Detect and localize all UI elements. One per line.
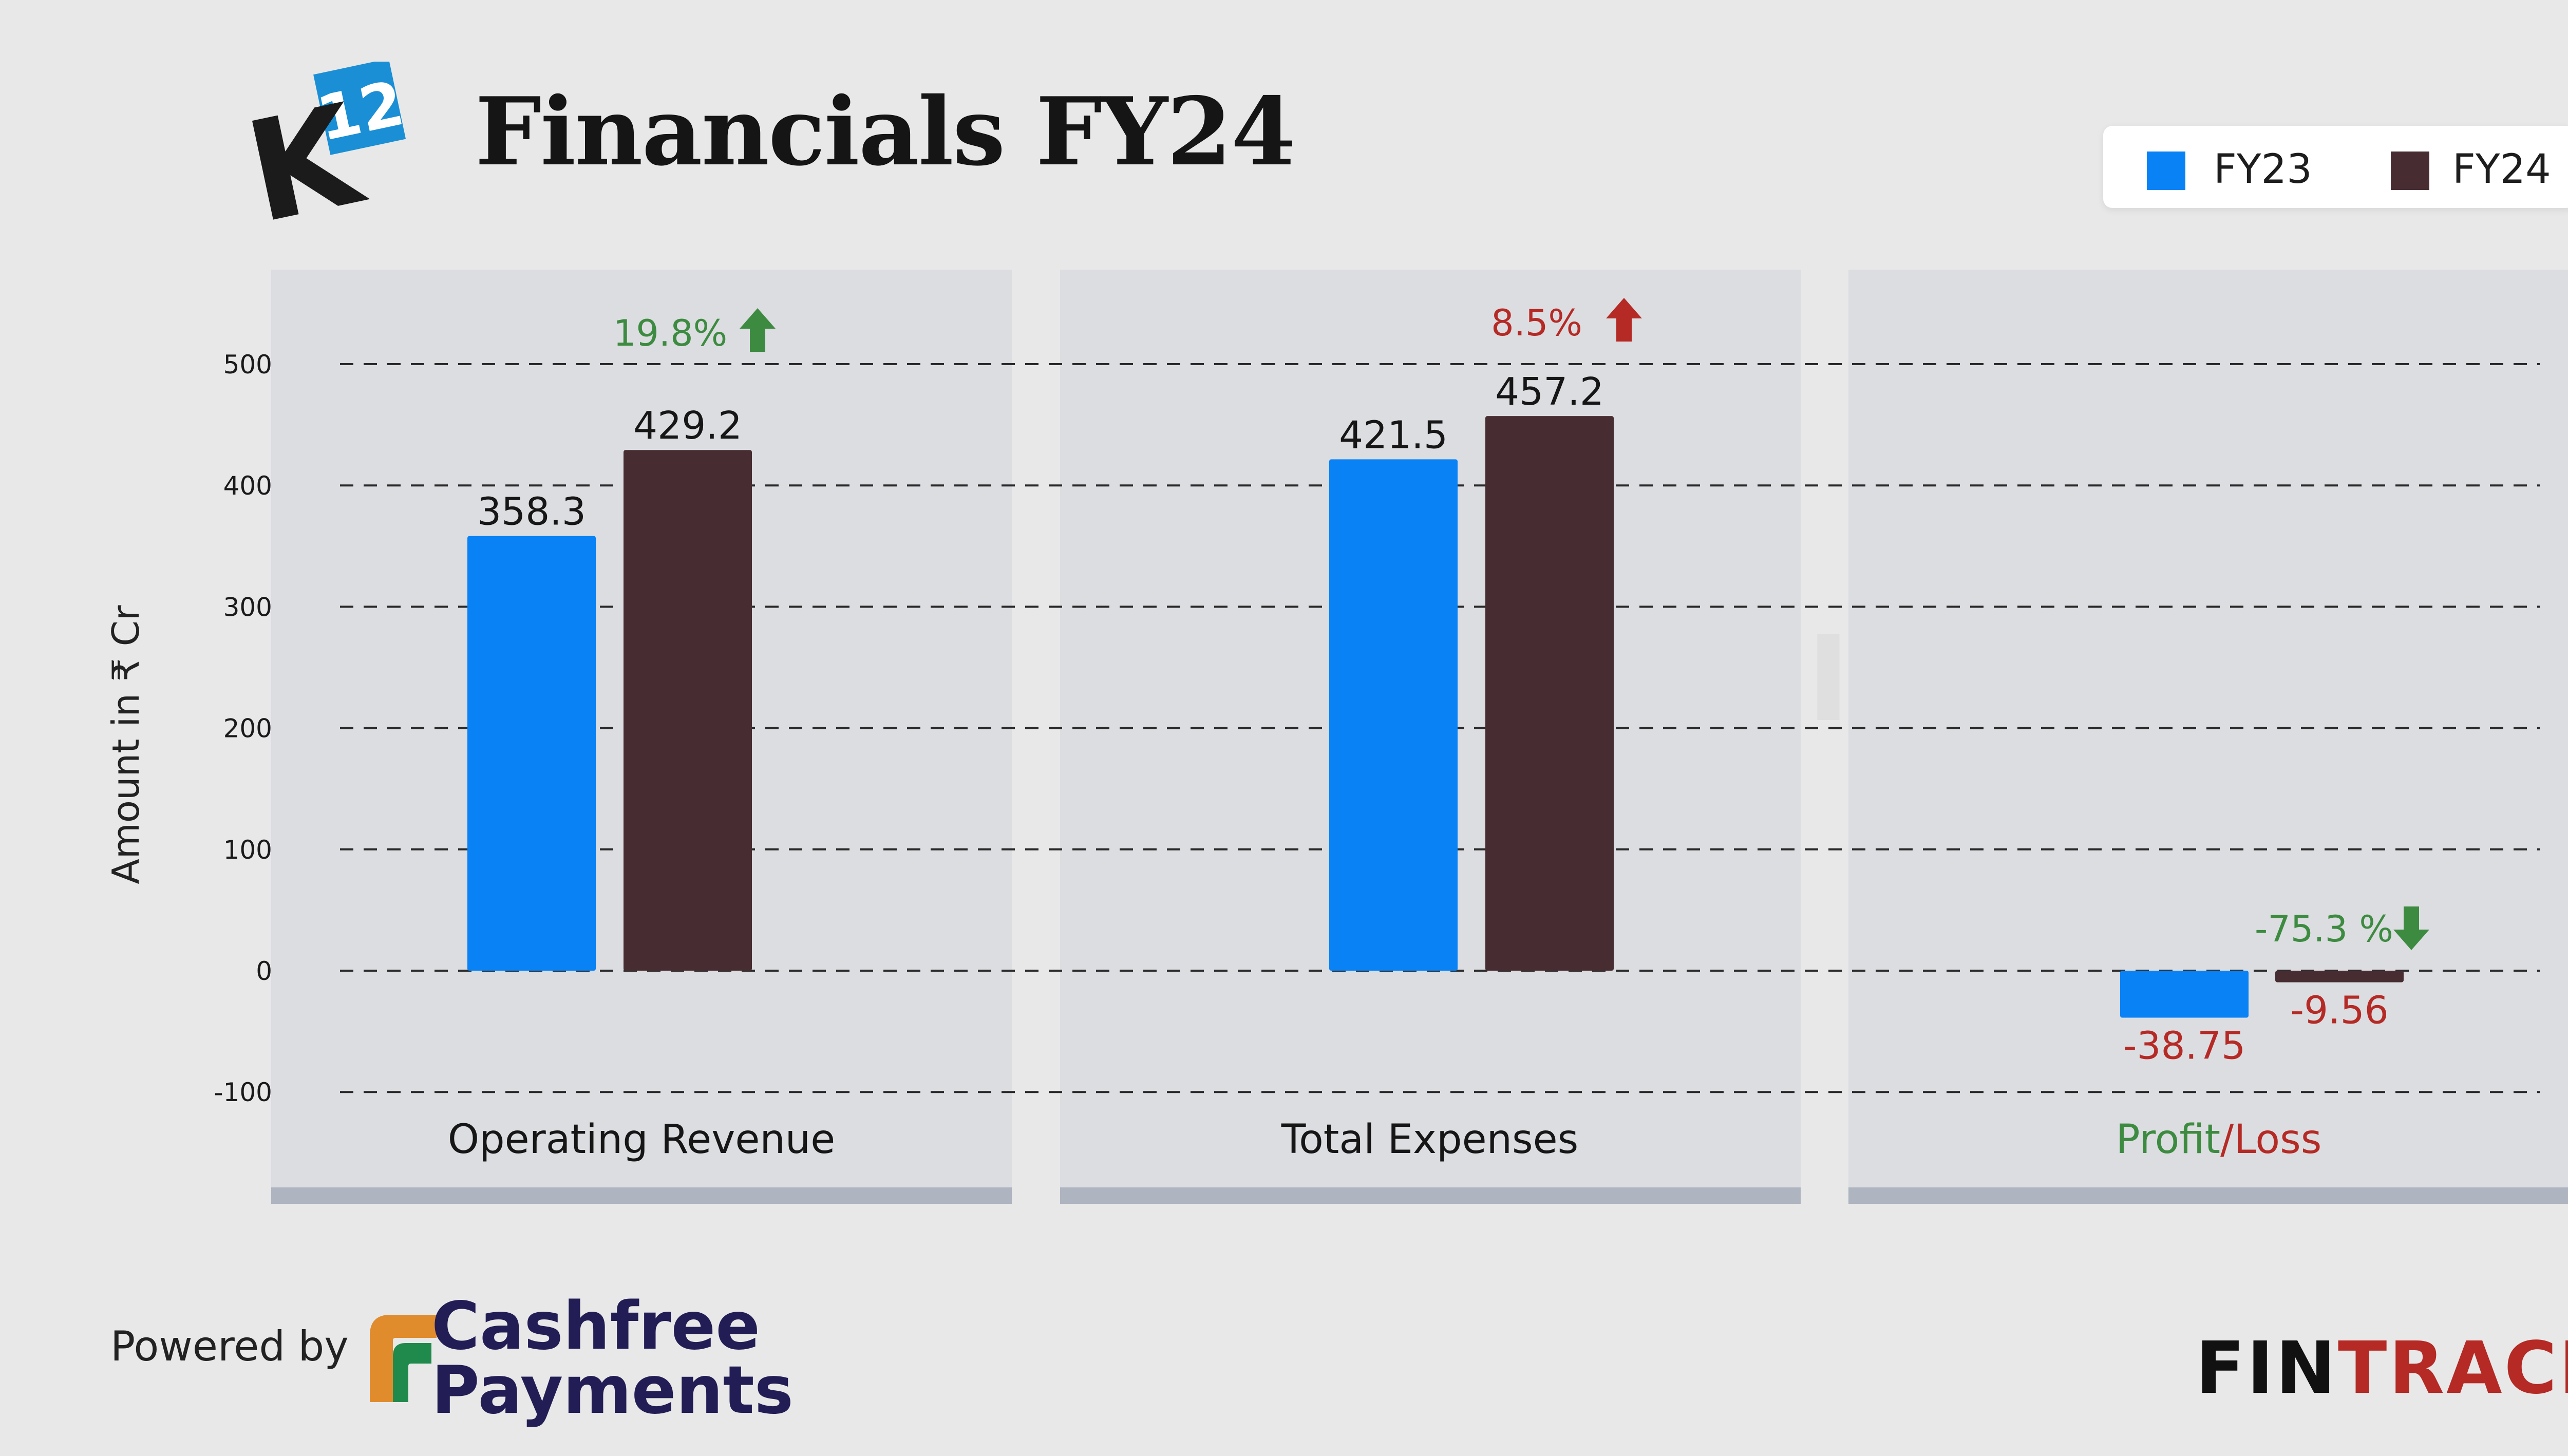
category-label: Total Expenses — [1281, 1117, 1579, 1163]
data-label: 429.2 — [633, 404, 742, 448]
up-arrow-icon — [740, 308, 776, 352]
legend-label-fy23: FY23 — [2214, 146, 2312, 193]
fintrackr-logo-fin: FIN — [2196, 1327, 2338, 1410]
up-arrow-icon — [1606, 298, 1642, 342]
y-tick-label: 100 — [223, 835, 272, 865]
panel-base-3 — [1848, 1187, 2568, 1204]
fintrackr-logo-trackr: TRACKR — [2337, 1327, 2568, 1410]
fintrackr-logo: FINTRACKR — [2196, 1333, 2568, 1405]
cashfree-line1: Cashfree — [431, 1288, 761, 1365]
y-tick-label: -100 — [214, 1077, 272, 1107]
panel-base-1 — [271, 1187, 1012, 1204]
k12-logo: 12 K — [241, 62, 410, 231]
y-tick-label: 200 — [223, 714, 272, 744]
bar-fy23-1 — [467, 536, 596, 971]
svg-text:12: 12 — [311, 68, 410, 156]
separator-label: / — [2220, 1117, 2234, 1163]
loss-label: Loss — [2234, 1117, 2321, 1163]
down-arrow-icon — [2393, 906, 2429, 950]
cashfree-wordmark: Cashfree Payments — [431, 1288, 794, 1429]
cashfree-line2: Payments — [431, 1352, 794, 1429]
data-label: -9.56 — [2290, 989, 2388, 1033]
powered-by-label: Powered by — [110, 1322, 349, 1370]
change-label: 8.5% — [1491, 302, 1582, 344]
category-label-profit-loss: Profit/Loss — [2116, 1117, 2322, 1163]
panel-base-2 — [1060, 1187, 1801, 1204]
data-label: 457.2 — [1495, 370, 1604, 414]
data-label: 358.3 — [477, 490, 586, 534]
change-label: -75.3 % — [2255, 908, 2393, 950]
y-tick-label: 400 — [223, 471, 272, 501]
bar-fy23-2 — [1329, 459, 1458, 971]
bar-fy24-2 — [1485, 416, 1614, 971]
legend-swatch-fy23 — [2147, 152, 2185, 190]
cashfree-logo-icon — [370, 1315, 437, 1402]
bar-fy24-3 — [2275, 971, 2404, 982]
change-label: 19.8% — [613, 312, 727, 354]
legend-swatch-fy24 — [2391, 152, 2429, 190]
y-tick-label: 300 — [223, 592, 272, 622]
y-tick-label: 0 — [256, 956, 272, 986]
legend: FY23 FY24 — [2103, 126, 2568, 208]
bar-fy23-3 — [2120, 971, 2249, 1018]
profit-label: Profit — [2116, 1117, 2220, 1163]
data-label: -38.75 — [2123, 1024, 2246, 1068]
bar-fy24-1 — [624, 450, 752, 971]
legend-label-fy24: FY24 — [2452, 146, 2551, 193]
data-label: 421.5 — [1339, 413, 1448, 457]
page-title: Financials FY24 — [475, 77, 1296, 186]
y-tick-label: 500 — [223, 350, 272, 380]
category-label: Operating Revenue — [448, 1117, 835, 1163]
